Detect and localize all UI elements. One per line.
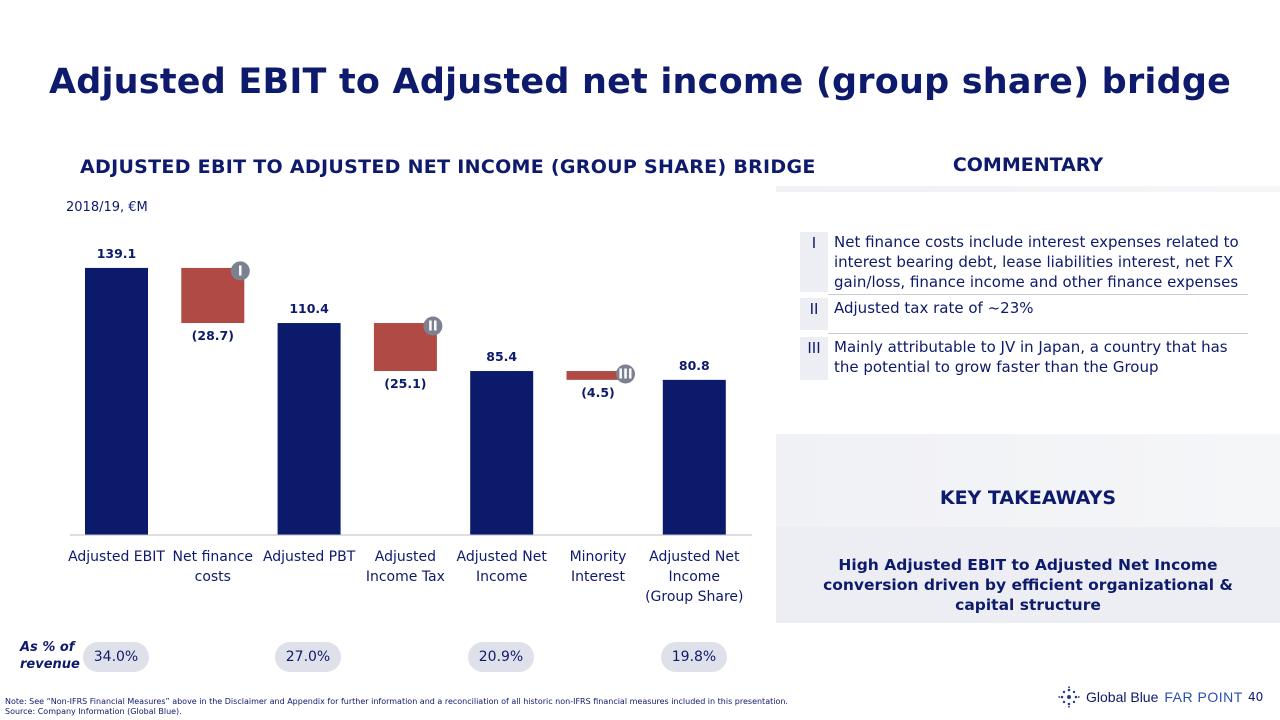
pct-revenue-title: As % of revenue [20,639,80,673]
logo-product-text: FAR POINT [1164,689,1243,705]
x-tick-label: Adjusted EBIT [68,549,165,565]
brand-logo: Global Blue FAR POINT [1058,686,1243,708]
badge-label: III [618,368,633,383]
decrease-bar [566,371,630,380]
pct-pill-adjusted-net-income: 20.9% [468,642,534,672]
badge-marker [616,364,635,384]
x-tick-label: Adjusted [375,549,436,565]
total-bar [85,267,148,535]
bar-value-label: 139.1 [97,246,137,261]
total-bar [470,371,534,535]
footnote-note: Note: See “Non-IFRS Financial Measures” … [5,697,788,706]
x-tick-label: Adjusted Net [457,549,548,565]
badge-marker [423,316,443,336]
x-tick-label: Minority [570,549,627,565]
x-tick-label: Adjusted PBT [263,549,356,565]
badge-marker [230,261,250,281]
commentary-heading: COMMENTARY [952,154,1104,176]
total-bar [662,379,726,535]
footnote: Note: See “Non-IFRS Financial Measures” … [5,697,788,717]
commentary-roman: II [800,298,828,330]
x-tick-label: Income [476,569,528,585]
chart-heading: ADJUSTED EBIT TO ADJUSTED NET INCOME (GR… [80,156,816,178]
commentary-box [776,192,1280,434]
pct-revenue-title-line1: As % of [20,640,75,655]
commentary-divider [828,333,1248,334]
page-title: Adjusted EBIT to Adjusted net income (gr… [48,62,1232,102]
commentary-roman: I [800,232,828,292]
logo-brand-text: Global Blue [1086,689,1159,705]
commentary-text: Adjusted tax rate of ~23% [834,299,1034,317]
x-tick-label: Income [669,569,721,585]
commentary-item: I Net finance costs include interest exp… [800,232,1248,292]
bar-value-label: (4.5) [581,385,615,400]
commentary-item: II Adjusted tax rate of ~23% [800,298,1248,330]
x-tick-label: (Group Share) [645,589,743,605]
x-tick-label: Adjusted Net [649,549,740,565]
total-bar [277,323,341,535]
globe-dots-icon [1058,686,1080,708]
takeaways-text: High Adjusted EBIT to Adjusted Net Incom… [823,556,1233,614]
page-number: 40 [1248,690,1264,704]
bar-value-label: (28.7) [192,328,234,343]
pct-pill-group-share: 19.8% [661,642,727,672]
pct-revenue-title-line2: revenue [20,657,80,672]
x-tick-label: Income Tax [366,569,445,585]
bar-value-label: 80.8 [679,358,710,373]
commentary-text: Net finance costs include interest expen… [834,233,1239,291]
x-tick-label: Interest [571,569,625,585]
unit-label: 2018/19, €M [66,200,148,215]
takeaways-box [776,527,1280,623]
commentary-text: Mainly attributable to JV in Japan, a co… [834,338,1228,376]
pct-pill-adjusted-ebit: 34.0% [83,642,149,672]
takeaways-heading: KEY TAKEAWAYS [939,487,1117,509]
commentary-item: III Mainly attributable to JV in Japan, … [800,337,1248,380]
bar-value-label: 110.4 [289,301,329,316]
commentary-roman: III [800,337,828,380]
bar-value-label: (25.1) [384,376,426,391]
waterfall-chart: 139.1 (28.7) I 110.4 (25.1) II 85.4 (4.5)III 80.… [68,246,752,605]
badge-label: I [238,264,243,279]
x-tick-label: Net finance [173,549,253,565]
x-tick-label: costs [195,569,231,585]
commentary-divider [828,294,1248,295]
footnote-source: Source: Company Information (Global Blue… [5,707,182,716]
pct-pill-adjusted-pbt: 27.0% [275,642,341,672]
badge-label: II [428,320,438,335]
bar-value-label: 85.4 [486,349,517,364]
